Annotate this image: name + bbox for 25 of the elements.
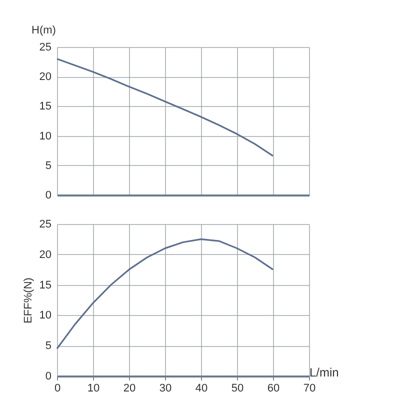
y-axis-title: EFF%(N) [22, 278, 34, 324]
y-tick-label: 20 [39, 71, 52, 84]
y-tick-label: 25 [39, 42, 52, 54]
x-tick-label: 50 [231, 382, 244, 394]
x-tick-label: 0 [54, 382, 61, 394]
y-tick-label: 0 [45, 370, 52, 382]
y-tick-label: 15 [39, 279, 52, 292]
x-tick-label: 10 [87, 382, 100, 394]
line-series [56, 238, 274, 350]
x-tick-label: 60 [267, 382, 280, 394]
x-tick-label: 20 [123, 382, 136, 394]
y-tick-label: 0 [45, 190, 52, 202]
x-axis-title: L/min [310, 366, 339, 380]
y-tick-label: 5 [45, 160, 52, 172]
y-tick-label: 20 [39, 248, 52, 261]
y-tick-label: 25 [39, 218, 52, 230]
y-tick-label: 5 [45, 340, 52, 352]
x-tick-label: 70 [303, 382, 316, 394]
x-tick-label: 40 [195, 382, 208, 394]
y-tick-label: 10 [39, 130, 52, 142]
y-tick-label: 15 [39, 100, 52, 113]
y-tick-label: 10 [39, 310, 52, 322]
line-series [56, 58, 274, 157]
y-axis-title: H(m) [32, 24, 56, 36]
x-tick-label: 30 [159, 382, 172, 394]
